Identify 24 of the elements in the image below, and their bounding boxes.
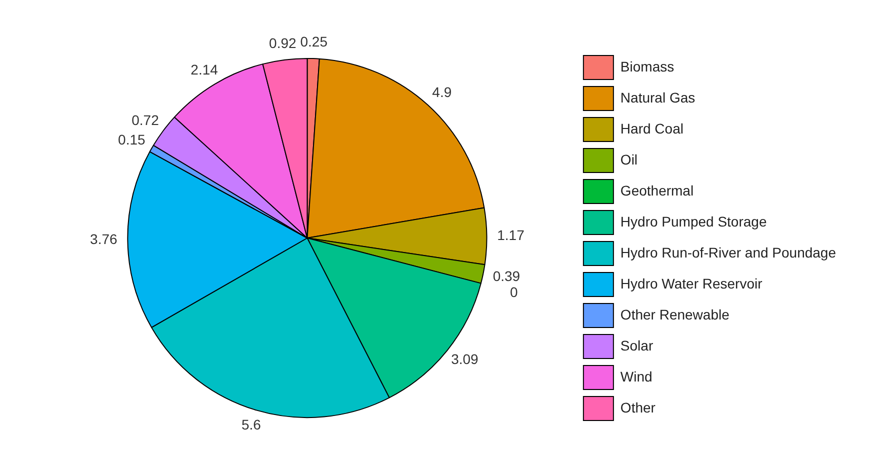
data-label: 0.25: [300, 33, 328, 50]
data-label: 4.9: [432, 84, 452, 100]
legend-label: Other Renewable: [620, 306, 730, 322]
data-label: 5.6: [241, 416, 262, 432]
legend-label: Natural Gas: [620, 89, 696, 106]
data-label: 0.92: [269, 34, 297, 51]
legend-label: Oil: [620, 151, 638, 168]
data-label: 3.76: [90, 230, 118, 247]
legend-label: Hydro Water Reservoir: [620, 275, 763, 292]
data-label: 3.09: [451, 351, 479, 368]
legend-label: Hydro Run-of-River and Poundage: [620, 244, 836, 260]
text: 0: [510, 284, 518, 300]
data-label: 1.17: [497, 226, 525, 243]
legend-label: Solar: [620, 337, 654, 354]
legend-label: Hard Coal: [620, 120, 684, 136]
legend-label: Other: [620, 399, 656, 416]
data-label: 0.72: [132, 112, 160, 128]
legend-label: Hydro Pumped Storage: [620, 213, 767, 230]
legend-label: Biomass: [620, 58, 674, 74]
data-label: 2.14: [190, 61, 218, 78]
data-label: 0.15: [118, 131, 146, 148]
legend-label: Wind: [620, 368, 652, 384]
legend-label: Geothermal: [620, 182, 694, 198]
data-label: 0.39: [492, 268, 520, 284]
